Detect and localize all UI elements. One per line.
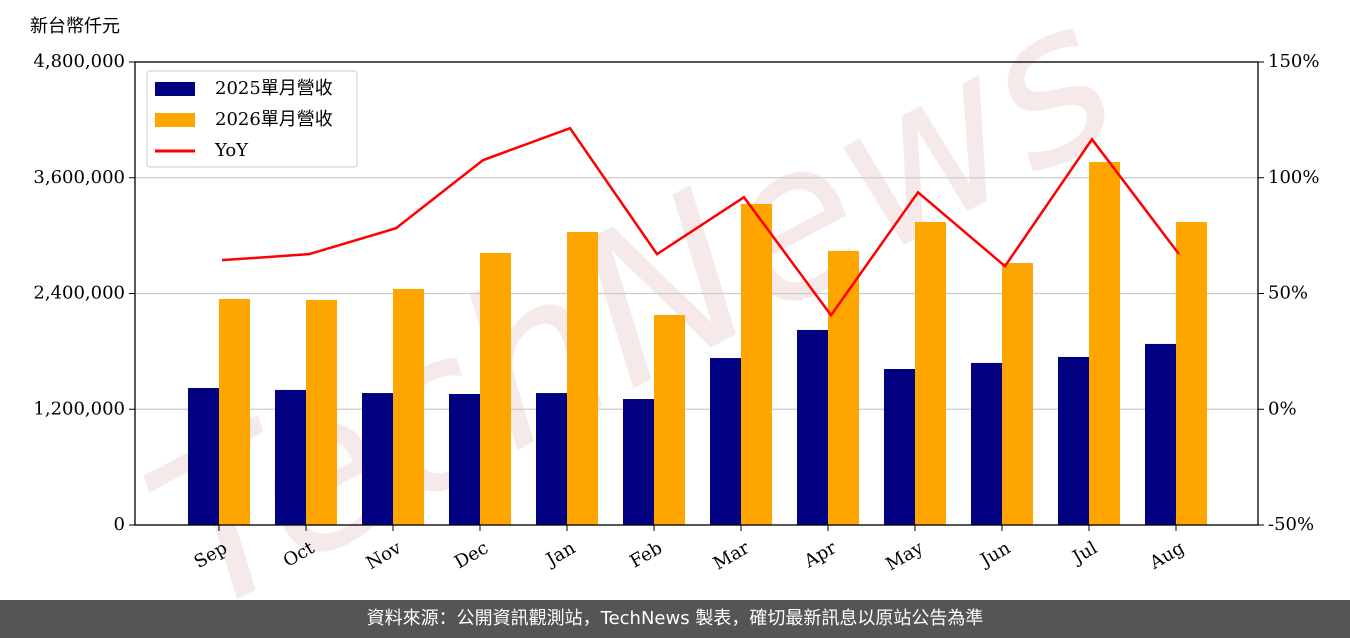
bar: [362, 393, 393, 525]
legend-label: 2026單月營收: [215, 109, 333, 130]
y2-tick-label: 0%: [1268, 398, 1297, 419]
bar: [915, 222, 946, 526]
bar: [623, 399, 654, 525]
line: [221, 126, 1180, 318]
bar: [188, 388, 219, 525]
bar: [797, 329, 828, 525]
x-tick-label: Aug: [1145, 537, 1188, 574]
legend-label: YoY: [214, 140, 249, 161]
bar: [741, 203, 772, 525]
bar: [306, 299, 337, 525]
bar: [449, 394, 480, 525]
bar: [710, 358, 741, 525]
footer: 資料來源：公開資訊觀測站，TechNews 製表，確切最新訊息以原站公告為準: [0, 600, 1350, 638]
bar: [971, 362, 1002, 525]
legend-swatch: [155, 82, 195, 96]
x-tick-label: Jul: [1067, 537, 1101, 569]
legend-box: [146, 70, 358, 168]
x-tick-label: Feb: [626, 537, 666, 572]
bar: [1089, 162, 1120, 526]
bar: [536, 393, 567, 525]
bar: [828, 250, 859, 526]
bar: [1002, 263, 1033, 525]
plot-frame: [134, 61, 1259, 526]
y2-tick-label: 100%: [1268, 167, 1319, 188]
bar: [480, 252, 511, 526]
y-tick-label: 2,400,000: [33, 283, 125, 304]
y-tick-label: 1,200,000: [33, 398, 125, 419]
chart: 新台幣仟元 TechNews01,200,0002,400,0003,600,0…: [30, 0, 1319, 638]
x-tick-label: Dec: [451, 537, 492, 573]
y-tick-label: 4,800,000: [33, 51, 125, 72]
x-tick-label: May: [882, 537, 927, 575]
y2-tick-label: -50%: [1268, 514, 1314, 535]
x-tick-label: Apr: [800, 537, 840, 572]
y2-tick-label: 50%: [1268, 283, 1308, 304]
legend: 2025單月營收 2026單月營收 YoY: [146, 70, 358, 168]
bar: [654, 315, 685, 525]
bar: [393, 288, 424, 525]
y2-tick-label: 150%: [1268, 51, 1319, 72]
x-tick-label: Jan: [541, 537, 579, 571]
bar: [1145, 343, 1176, 525]
legend-swatch: [155, 113, 195, 127]
legend-label: 2025單月營收: [215, 78, 333, 99]
y-axis-label: 新台幣仟元: [30, 16, 120, 37]
bar: [1058, 356, 1089, 525]
x-tick-label: Mar: [710, 537, 754, 574]
bar: [1176, 222, 1207, 526]
bar: [275, 389, 306, 525]
bar: [219, 298, 250, 525]
bar: [884, 369, 915, 525]
y-tick-label: 0: [114, 514, 125, 535]
x-tick-label: Jun: [975, 537, 1014, 572]
y-tick-label: 3,600,000: [33, 167, 125, 188]
bar: [567, 231, 598, 525]
